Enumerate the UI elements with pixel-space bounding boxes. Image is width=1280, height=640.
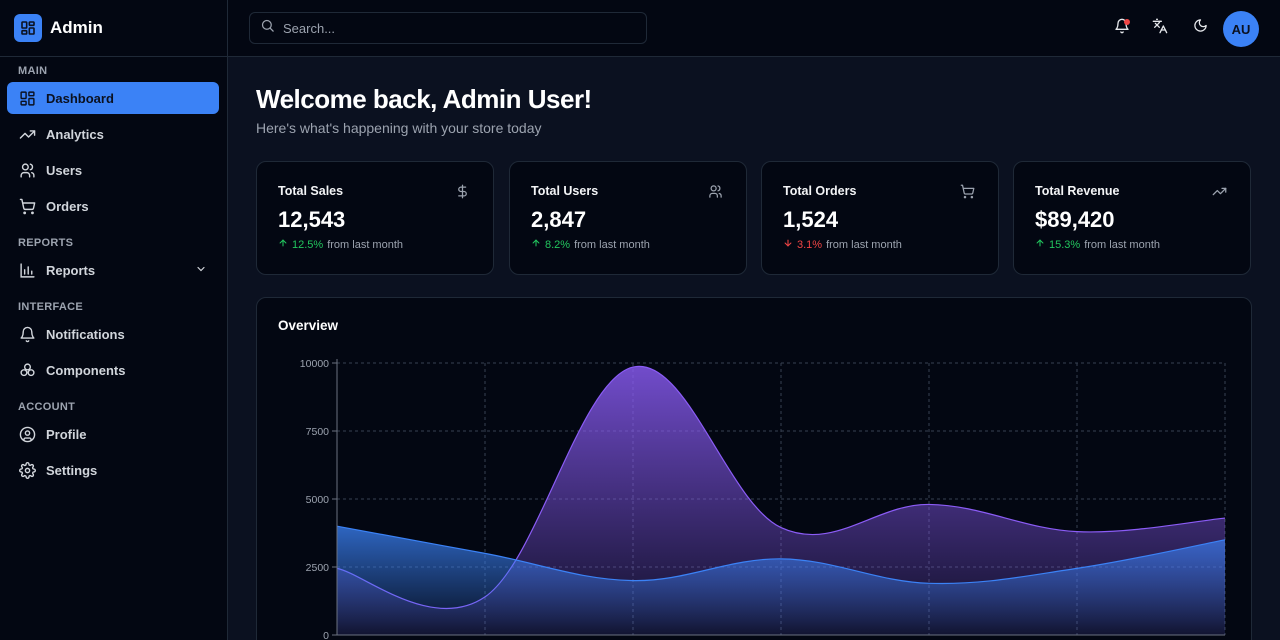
page-title: Welcome back, Admin User!: [256, 84, 592, 114]
sidebar-item-label: Components: [46, 362, 126, 378]
sidebar-item-settings[interactable]: Settings: [7, 454, 219, 486]
stat-title: Total Revenue: [1035, 184, 1120, 198]
notifications-button[interactable]: [1110, 16, 1134, 40]
top-header: AU: [228, 0, 1280, 57]
overview-chart: 0 2500 5000 7500 10000: [300, 358, 1226, 640]
stat-change: 8.2% from last month: [531, 238, 650, 251]
stat-change: 15.3% from last month: [1035, 238, 1160, 251]
arrow-up-icon: [1035, 238, 1045, 251]
sidebar-item-label: Dashboard: [46, 90, 114, 106]
stat-value: 12,543: [278, 207, 346, 232]
cart-icon: [960, 184, 976, 200]
section-label-account: ACCOUNT: [18, 401, 76, 413]
overview-card: Overview 0 2500 5000 7500 10000: [256, 297, 1252, 640]
stat-card-total-revenue: Total Revenue $89,420 15.3% from last mo…: [1013, 161, 1251, 275]
sidebar-item-label: Orders: [46, 198, 89, 214]
sidebar-item-label: Profile: [46, 426, 87, 442]
gear-icon: [18, 461, 36, 479]
sidebar-item-label: Notifications: [46, 326, 125, 342]
stat-title: Total Sales: [278, 184, 344, 198]
arrow-down-icon: [783, 238, 793, 251]
stat-value: 1,524: [783, 207, 839, 232]
arrow-up-icon: [278, 238, 288, 251]
y-tick-label: 10000: [300, 358, 329, 370]
chevron-down-icon: [195, 263, 207, 278]
y-tick-label: 5000: [306, 494, 330, 506]
sidebar-item-reports[interactable]: Reports: [7, 254, 219, 286]
stat-change: 12.5% from last month: [278, 238, 403, 251]
stat-change-percent: 3.1%: [797, 238, 823, 251]
y-tick-label: 7500: [306, 426, 330, 438]
bell-icon: [1114, 18, 1130, 39]
arrow-up-icon: [531, 238, 541, 251]
stat-change-suffix: from last month: [826, 238, 902, 251]
moon-icon: [1193, 18, 1208, 38]
search-icon: [260, 18, 275, 38]
translate-icon: [1152, 18, 1168, 39]
sidebar-item-dashboard[interactable]: Dashboard: [7, 82, 219, 114]
avatar[interactable]: AU: [1223, 11, 1259, 47]
components-icon: [18, 361, 36, 379]
sidebar-item-orders[interactable]: Orders: [7, 190, 219, 222]
series-area-0: [337, 366, 1225, 635]
dashboard-icon: [18, 89, 36, 107]
stat-card-total-orders: Total Orders 1,524 3.1% from last month: [761, 161, 999, 275]
users-icon: [708, 184, 724, 200]
stat-change-percent: 15.3%: [1049, 238, 1081, 251]
y-tick-label: 2500: [306, 562, 330, 574]
stat-change: 3.1% from last month: [783, 238, 902, 251]
sidebar-item-profile[interactable]: Profile: [7, 418, 219, 450]
stat-title: Total Users: [531, 184, 599, 198]
sidebar-item-label: Settings: [46, 462, 98, 478]
series-area-1: [337, 526, 1225, 635]
brand-name: Admin: [50, 18, 103, 37]
search-box[interactable]: [249, 12, 647, 44]
stat-value: 2,847: [531, 207, 587, 232]
search-input[interactable]: [283, 20, 623, 36]
trending-up-icon: [1212, 184, 1228, 200]
sidebar-item-components[interactable]: Components: [7, 354, 219, 386]
stat-card-total-users: Total Users 2,847 8.2% from last month: [509, 161, 747, 275]
section-label-main: MAIN: [18, 65, 48, 77]
theme-toggle-button[interactable]: [1188, 16, 1212, 40]
stat-value: $89,420: [1035, 207, 1115, 232]
dollar-icon: [455, 184, 471, 200]
notification-dot: [1124, 19, 1130, 25]
y-tick-label: 0: [323, 630, 329, 640]
sidebar-item-label: Analytics: [46, 126, 104, 142]
section-label-reports: REPORTS: [18, 237, 74, 249]
page-subtitle: Here's what's happening with your store …: [256, 120, 542, 136]
bell-icon: [18, 325, 36, 343]
stat-change-suffix: from last month: [327, 238, 404, 251]
cart-icon: [18, 197, 36, 215]
brand[interactable]: Admin: [0, 0, 227, 57]
section-label-interface: INTERFACE: [18, 301, 84, 313]
dashboard-logo-icon: [14, 14, 42, 42]
users-icon: [18, 161, 36, 179]
sidebar-item-users[interactable]: Users: [7, 154, 219, 186]
stat-card-total-sales: Total Sales 12,543 12.5% from last month: [256, 161, 494, 275]
series-line-1: [336, 525, 1226, 585]
sidebar: Admin MAIN Dashboard Analytics Users Ord…: [0, 0, 228, 640]
user-circle-icon: [18, 425, 36, 443]
language-button[interactable]: [1148, 16, 1172, 40]
stat-change-suffix: from last month: [1084, 238, 1161, 251]
sidebar-item-label: Reports: [46, 262, 96, 278]
sidebar-item-analytics[interactable]: Analytics: [7, 118, 219, 150]
stat-change-percent: 8.2%: [545, 238, 571, 251]
overview-title: Overview: [278, 318, 339, 333]
sidebar-item-label: Users: [46, 162, 83, 178]
stat-change-percent: 12.5%: [292, 238, 324, 251]
bar-chart-icon: [18, 261, 36, 279]
trending-up-icon: [18, 125, 36, 143]
stat-change-suffix: from last month: [574, 238, 650, 251]
sidebar-item-notifications[interactable]: Notifications: [7, 318, 219, 350]
stat-title: Total Orders: [783, 184, 857, 198]
